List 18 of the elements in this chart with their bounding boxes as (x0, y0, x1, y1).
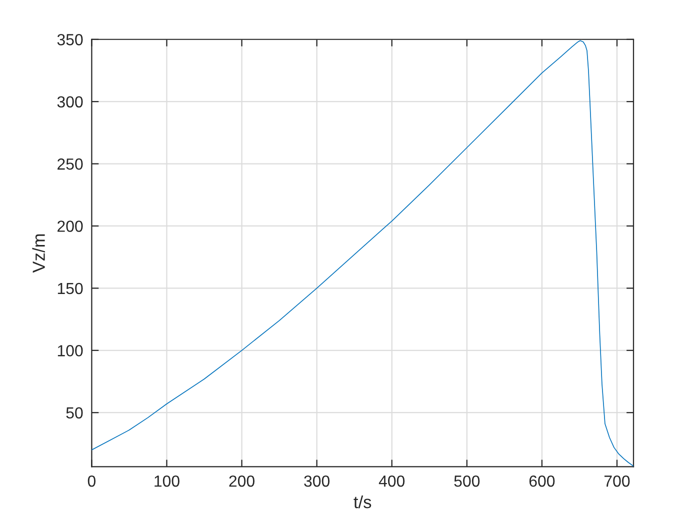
y-tick-label: 250 (58, 158, 83, 170)
y-tick-label: 150 (58, 282, 83, 294)
y-tick-label: 50 (66, 407, 83, 419)
y-tick-label: 350 (57, 34, 83, 46)
y-axis-title: Vz/m (32, 234, 45, 273)
x-tick-label: 300 (304, 475, 330, 487)
x-tick-label: 400 (378, 475, 405, 487)
x-tick-label: 700 (604, 475, 630, 487)
x-tick-label: 600 (529, 475, 555, 487)
y-tick-label: 300 (57, 96, 83, 108)
x-tick-label: 100 (154, 475, 180, 487)
x-axis-title: t/s (354, 496, 372, 508)
x-tick-label: 500 (454, 475, 480, 487)
y-tick-label: 100 (58, 345, 83, 356)
y-tick-label: 200 (58, 220, 83, 232)
x-tick-label: 200 (229, 475, 254, 487)
line-series (92, 40, 634, 467)
x-tick-label: 0 (88, 475, 96, 487)
